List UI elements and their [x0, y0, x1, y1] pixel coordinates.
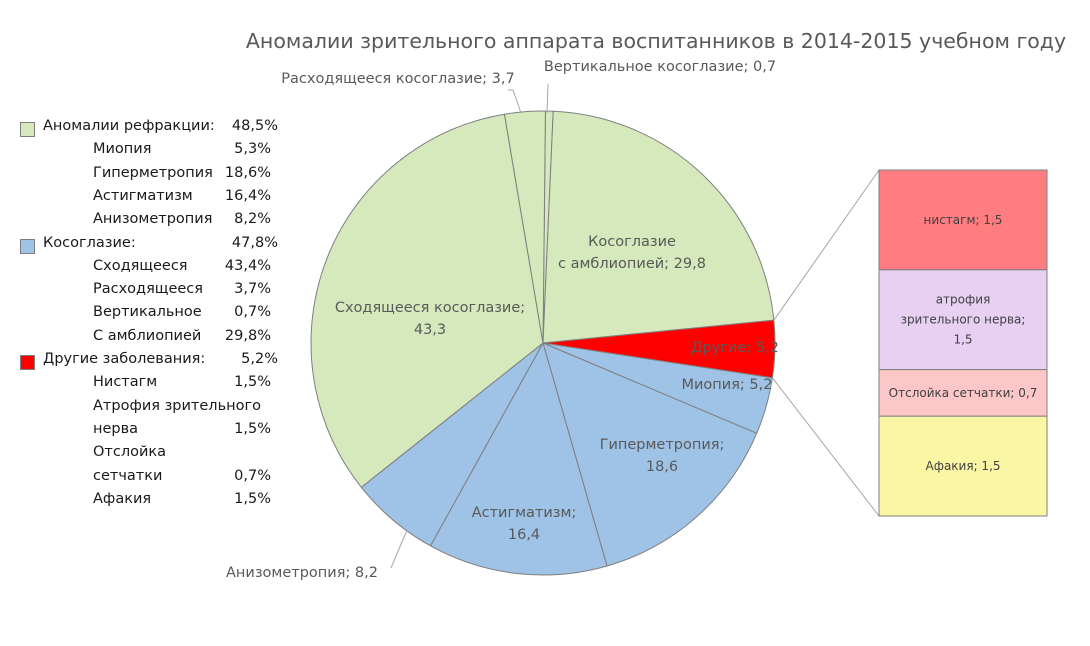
leader-line	[508, 89, 522, 114]
legend-item-name: Атрофия зрительного	[93, 397, 261, 414]
legend-swatch	[20, 122, 35, 137]
pie-slice	[542, 342, 758, 567]
legend-item-value: 1,5%	[234, 420, 271, 437]
legend-item-name: С амблиопией	[93, 327, 202, 344]
legend-item-name: Отслойка	[93, 444, 167, 461]
slice-label: Вертикальное косоглазие; 0,7	[544, 59, 776, 75]
connector-line	[773, 169, 880, 321]
slice-label: Расходящееся косоглазие; 3,7	[281, 71, 514, 87]
legend-group-value: 47,8%	[231, 234, 278, 251]
legend-item-value: 16,4%	[224, 187, 271, 204]
breakdown-label: нистагм; 1,5	[924, 213, 1003, 227]
leader-line	[390, 529, 408, 569]
legend-item-name: Афакия	[93, 490, 152, 507]
pie-slice	[503, 110, 546, 344]
pie-slice	[542, 110, 775, 344]
legend-item-name: Нистагм	[93, 374, 158, 391]
breakdown-segment	[878, 415, 1048, 517]
slice-label: Другие; 5,2	[691, 340, 779, 356]
leader-line	[546, 83, 549, 114]
breakdown-label: Отслойка сетчатки; 0,7	[889, 386, 1038, 400]
legend-item-value: 43,4%	[224, 257, 271, 274]
legend-item-name: Гиперметропия	[93, 164, 213, 181]
legend-group-value: 5,2%	[241, 351, 278, 367]
pie-slice	[429, 341, 608, 576]
legend-item-value: 8,2%	[234, 211, 271, 228]
legend-item-value: 0,7%	[234, 304, 271, 321]
connector-line	[772, 377, 880, 517]
legend-item-value: 29,8%	[224, 327, 271, 344]
legend-item-name: Астигматизм	[93, 187, 193, 204]
legend-item-name: Анизометропия	[93, 211, 213, 228]
breakdown-segment	[878, 269, 1048, 371]
slice-label: Косоглазие с амблиопией; 29,8	[558, 234, 706, 272]
breakdown-label: Афакия; 1,5	[925, 459, 1000, 473]
slice-label: Миопия; 5,2	[682, 377, 773, 393]
breakdown-segment	[878, 169, 1048, 271]
legend-swatch	[20, 238, 35, 254]
legend-item-name: сетчатки	[93, 467, 163, 484]
slice-label: Анизометропия; 8,2	[226, 565, 378, 581]
chart-title: Аномалии зрительного аппарата воспитанни…	[246, 29, 1066, 53]
legend-item-value: 1,5%	[234, 490, 271, 507]
legend-group-value: 48,5%	[231, 118, 278, 134]
legend-item-name: Сходящееся	[93, 257, 188, 274]
legend-item-value: 3,7%	[234, 281, 271, 298]
legend-item-value: 1,5%	[234, 374, 271, 391]
breakdown-label: атрофия зрительного нерва; 1,5	[901, 293, 1026, 347]
slice-label: Астигматизм; 16,4	[472, 505, 577, 543]
legend-item-value: 18,6%	[224, 164, 271, 181]
legend-group-name: Аномалии рефракции:	[43, 118, 215, 134]
legend-group-name: Косоглазие:	[43, 234, 136, 251]
legend-item-value: 5,3%	[234, 141, 271, 158]
legend-item-name: нерва	[93, 420, 139, 437]
legend-item-name: Миопия	[93, 141, 152, 158]
legend-item-name: Вертикальное	[93, 304, 202, 321]
breakdown-segment	[878, 369, 1048, 417]
legend-group-name: Другие заболевания:	[43, 351, 206, 367]
legend-swatch	[20, 355, 35, 370]
slice-label: Сходящееся косоглазие; 43,3	[335, 300, 525, 338]
slice-label: Гиперметропия; 18,6	[600, 437, 725, 475]
legend-item-value: 0,7%	[234, 467, 271, 484]
pie-slice	[310, 113, 544, 489]
legend-item-name: Расходящееся	[93, 281, 203, 298]
